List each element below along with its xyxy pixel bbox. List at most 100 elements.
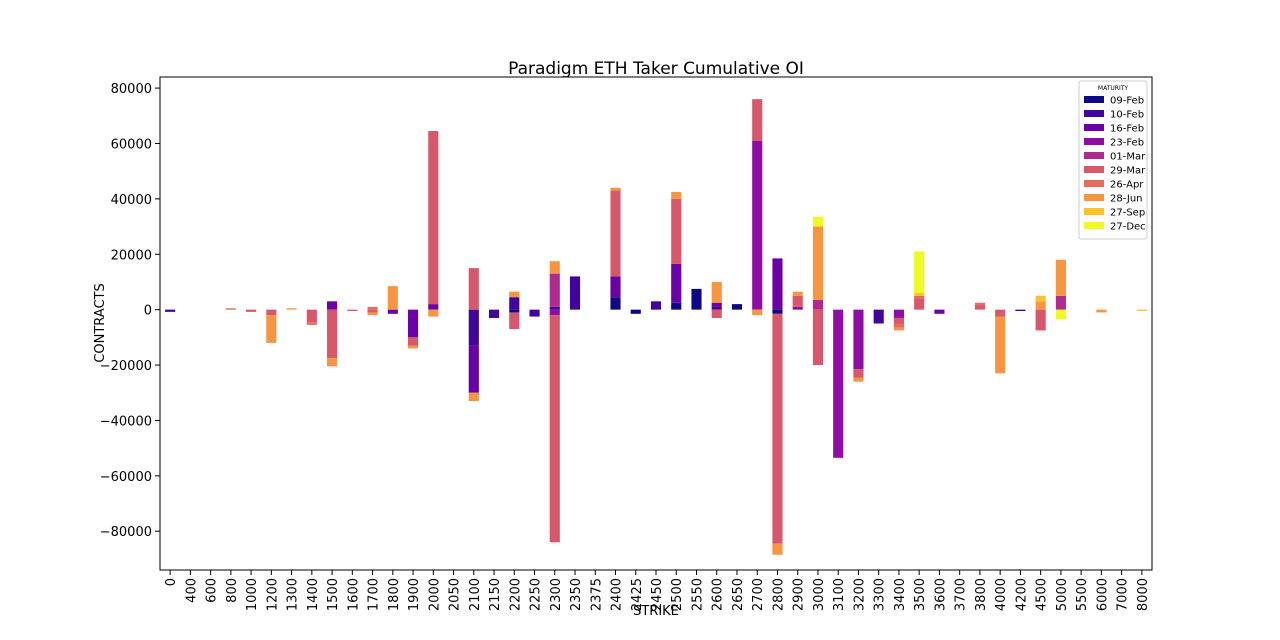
x-tick-label: 4500 [1035, 578, 1050, 611]
bar-segment [752, 140, 763, 310]
bar-segment [1035, 309, 1046, 331]
bar-segment [812, 309, 824, 366]
x-tick-label: 2150 [488, 578, 503, 611]
bar-segment [509, 291, 520, 298]
bar-segment [549, 306, 560, 310]
bar-segment [914, 251, 925, 294]
x-tick-label: 3700 [954, 578, 969, 611]
x-tick-label: 2000 [427, 578, 442, 611]
bar-segment [428, 131, 439, 305]
x-tick-label: 2400 [610, 578, 625, 611]
legend-entry-label: 01-Mar [1110, 152, 1146, 163]
bar-segment [671, 302, 682, 310]
bar-segment [812, 299, 824, 310]
bar-segment [691, 288, 702, 310]
legend-entry-label: 23-Feb [1110, 138, 1144, 149]
bar-segment [266, 315, 277, 343]
bar-segment [752, 309, 763, 316]
legend-swatch [1084, 138, 1104, 145]
x-tick-label: 2550 [690, 578, 705, 611]
x-tick-label: 2050 [448, 578, 463, 611]
x-tick-label: 5500 [1075, 578, 1090, 611]
bar-segment [367, 309, 378, 313]
legend-entry-label: 10-Feb [1110, 110, 1144, 121]
bar-segment [468, 345, 479, 393]
bar-segment [671, 263, 682, 303]
bar-segment [306, 322, 317, 325]
bar-segment [1055, 295, 1066, 310]
bar-segment [509, 309, 520, 313]
legend-entry-label: 09-Feb [1110, 96, 1144, 107]
x-tick-label: 2200 [508, 578, 523, 611]
x-tick-label: 8000 [1136, 578, 1151, 611]
x-tick-label: 6000 [1095, 578, 1110, 611]
bar-segment [671, 191, 682, 199]
bar-segment [286, 308, 297, 310]
bar-segment [792, 306, 803, 310]
bar-segment [165, 309, 176, 312]
bar-segment [529, 309, 540, 317]
x-tick-label: 3200 [852, 578, 867, 611]
x-tick-label: 1700 [367, 578, 382, 611]
legend-swatch [1084, 152, 1104, 159]
x-tick-label: 2350 [569, 578, 584, 611]
bar-segment [428, 309, 439, 317]
bar-segment [1035, 295, 1046, 302]
legend-swatch [1084, 222, 1104, 229]
bar-segment [995, 309, 1006, 317]
bar-segment [1096, 309, 1107, 313]
bar-segment [934, 309, 945, 314]
bar-segment [772, 313, 783, 544]
bar-segment [893, 323, 904, 328]
x-tick-label: 1200 [265, 578, 280, 611]
x-tick-label: 3300 [873, 578, 888, 611]
legend-entry-label: 27-Sep [1110, 208, 1145, 219]
x-tick-label: 1900 [407, 578, 422, 611]
x-tick-label: 4200 [1014, 578, 1029, 611]
bar-segment [974, 302, 985, 306]
plot-frame [159, 76, 1153, 571]
bar-segment [327, 358, 338, 367]
bar-segment [772, 309, 783, 314]
legend-entry-label: 27-Dec [1110, 222, 1146, 233]
legend-swatch [1084, 208, 1104, 215]
bar-segment [812, 216, 824, 227]
x-tick-label: 1400 [306, 578, 321, 611]
x-tick-label: 2600 [711, 578, 726, 611]
legend-swatch [1084, 96, 1104, 103]
bar-segment [893, 309, 904, 318]
bar-segment [630, 309, 641, 314]
x-tick-label: 7000 [1116, 578, 1131, 611]
legend-entry-label: 16-Feb [1110, 124, 1144, 135]
bar-segment [1055, 309, 1066, 320]
bar-segment [347, 309, 358, 312]
bar-segment [367, 306, 378, 310]
bar-segment [833, 309, 844, 458]
x-tick-label: 2450 [650, 578, 665, 611]
legend-title: MATURITY [1098, 85, 1128, 92]
legend-swatch [1084, 180, 1104, 187]
bar-segment [408, 309, 419, 338]
bar-segment [711, 309, 722, 318]
x-tick-label: 600 [205, 578, 220, 603]
bar-segment [792, 295, 803, 307]
y-tick-label: −40000 [100, 414, 152, 429]
x-tick-label: 2375 [589, 578, 604, 611]
y-tick-label: −60000 [100, 470, 152, 485]
bar-segment [1055, 259, 1066, 296]
bar-segment [549, 315, 560, 543]
bar-segment [812, 226, 824, 300]
bar-segment [792, 291, 803, 296]
bar-segment [569, 276, 581, 310]
bar-segment [914, 298, 925, 310]
bar-segment [428, 304, 439, 310]
bar-segment [610, 276, 621, 298]
bar-segment [509, 297, 520, 310]
chart-title: Paradigm ETH Taker Cumulative OI [508, 59, 804, 79]
y-tick-label: 0 [144, 304, 152, 319]
bar-segment [893, 327, 904, 331]
x-tick-label: 1800 [387, 578, 402, 611]
bar-segment [327, 301, 338, 310]
bar-segment [246, 309, 257, 312]
bar-segment [711, 302, 722, 307]
